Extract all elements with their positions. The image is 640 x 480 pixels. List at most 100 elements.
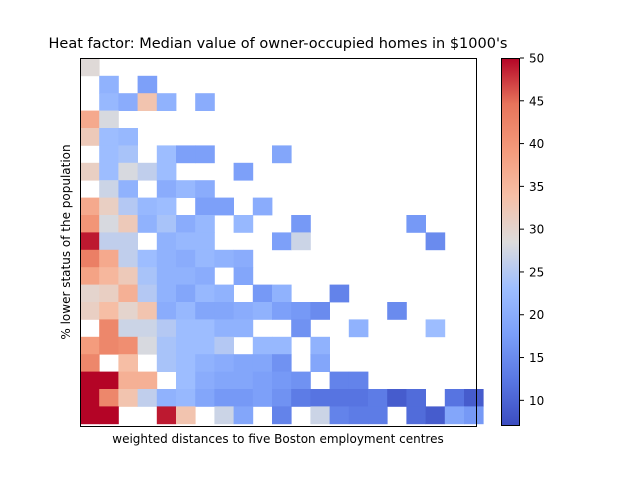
heatmap-cell [464,389,484,407]
heatmap-cell [291,319,311,338]
heatmap-cell [368,389,388,407]
heatmap-cell [176,232,196,251]
heatmap-cell [80,302,100,320]
plot-frame [80,58,477,427]
heatmap-cell [252,371,273,390]
heatmap-cell [272,354,292,372]
heatmap-cell [80,162,100,181]
heatmap-cell [272,302,292,320]
heatmap-cell [118,180,138,198]
heatmap-cell [156,389,177,407]
heatmap-cell [214,284,234,303]
heatmap-cell [195,354,215,372]
heatmap-cell [252,389,273,407]
heatmap-cell [214,336,234,355]
heatmap-cell [387,389,407,407]
heatmap-cell [348,319,369,338]
heatmap-cell [310,354,330,372]
heatmap-cell [99,389,119,407]
heatmap-cell [348,389,369,407]
heatmap-cell [156,319,177,338]
heatmap-cell [233,319,254,338]
heatmap-cell [195,249,215,268]
heatmap-cell [137,284,158,303]
heatmap-cells [80,58,484,425]
heatmap-cell [80,249,100,268]
colorbar-ticks: 10 15 20 25 30 35 40 45 50 [520,52,544,408]
heatmap-cell [176,336,196,355]
heatmap-cell [214,389,234,407]
heatmap-cell [233,406,254,425]
heatmap-cell [444,389,465,407]
colorbar-tick-label: 40 [529,137,544,151]
heatmap-cell [137,302,158,320]
heatmap-cell [195,215,215,233]
heatmap-cell [156,354,177,372]
heatmap-cell [99,128,119,146]
heatmap-cell [348,371,369,390]
heatmap-cell [272,232,292,251]
heatmap-cell [80,267,100,285]
heatmap-cell [329,389,350,407]
heatmap-cell [99,232,119,251]
heatmap-cell [252,336,273,355]
heatmap-cell [118,302,138,320]
heatmap-cell [118,232,138,251]
heatmap-cell [176,145,196,164]
heatmap-cell [156,406,177,425]
heatmap-cell [137,371,158,390]
heatmap-cell [195,336,215,355]
heatmap-cell [214,371,234,390]
colorbar-frame [501,58,520,426]
heatmap-cell [118,267,138,285]
heatmap-cell [99,406,119,425]
heatmap-cell [137,319,158,338]
heatmap-cell [444,406,465,425]
heatmap-cell [252,354,273,372]
colorbar-tick-label: 45 [529,94,544,108]
heatmap-cell [272,336,292,355]
heatmap-cell [348,406,369,425]
heatmap-cell [195,302,215,320]
heatmap-cell [272,371,292,390]
heatmap-cell [80,110,100,129]
heatmap-cell [291,215,311,233]
heatmap-cell [80,389,100,407]
heatmap-cell [195,371,215,390]
heatmap-cell [99,284,119,303]
heatmap-cell [233,354,254,372]
heatmap-cell [99,215,119,233]
heatmap-cell [252,302,273,320]
heatmap-cell [99,162,119,181]
heatmap-cell [137,197,158,216]
heatmap-cell [137,93,158,111]
heatmap-cell [406,389,426,407]
heatmap-cell [406,406,426,425]
heatmap-cell [99,267,119,285]
heatmap-cell [99,371,119,390]
heatmap-cell [233,215,254,233]
heatmap-cell [99,197,119,216]
heatmap-cell [329,371,350,390]
heatmap-cell [156,336,177,355]
heatmap-cell [80,197,100,216]
heatmap-cell [176,249,196,268]
heatmap-cell [176,371,196,390]
heatmap-cell [195,284,215,303]
heatmap-cell [99,110,119,129]
heatmap-cell [118,197,138,216]
heatmap-cell [156,249,177,268]
heatmap-cell [137,215,158,233]
heatmap-cell [80,371,100,390]
heatmap-cell [195,389,215,407]
heatmap-cell [99,180,119,198]
heatmap-cell [156,302,177,320]
heatmap-cell [214,319,234,338]
heatmap-cell [137,336,158,355]
heatmap-cell [176,284,196,303]
heatmap-cell [118,336,138,355]
heatmap-cell [425,232,446,251]
colorbar [501,58,520,426]
heatmap-cell [118,145,138,164]
